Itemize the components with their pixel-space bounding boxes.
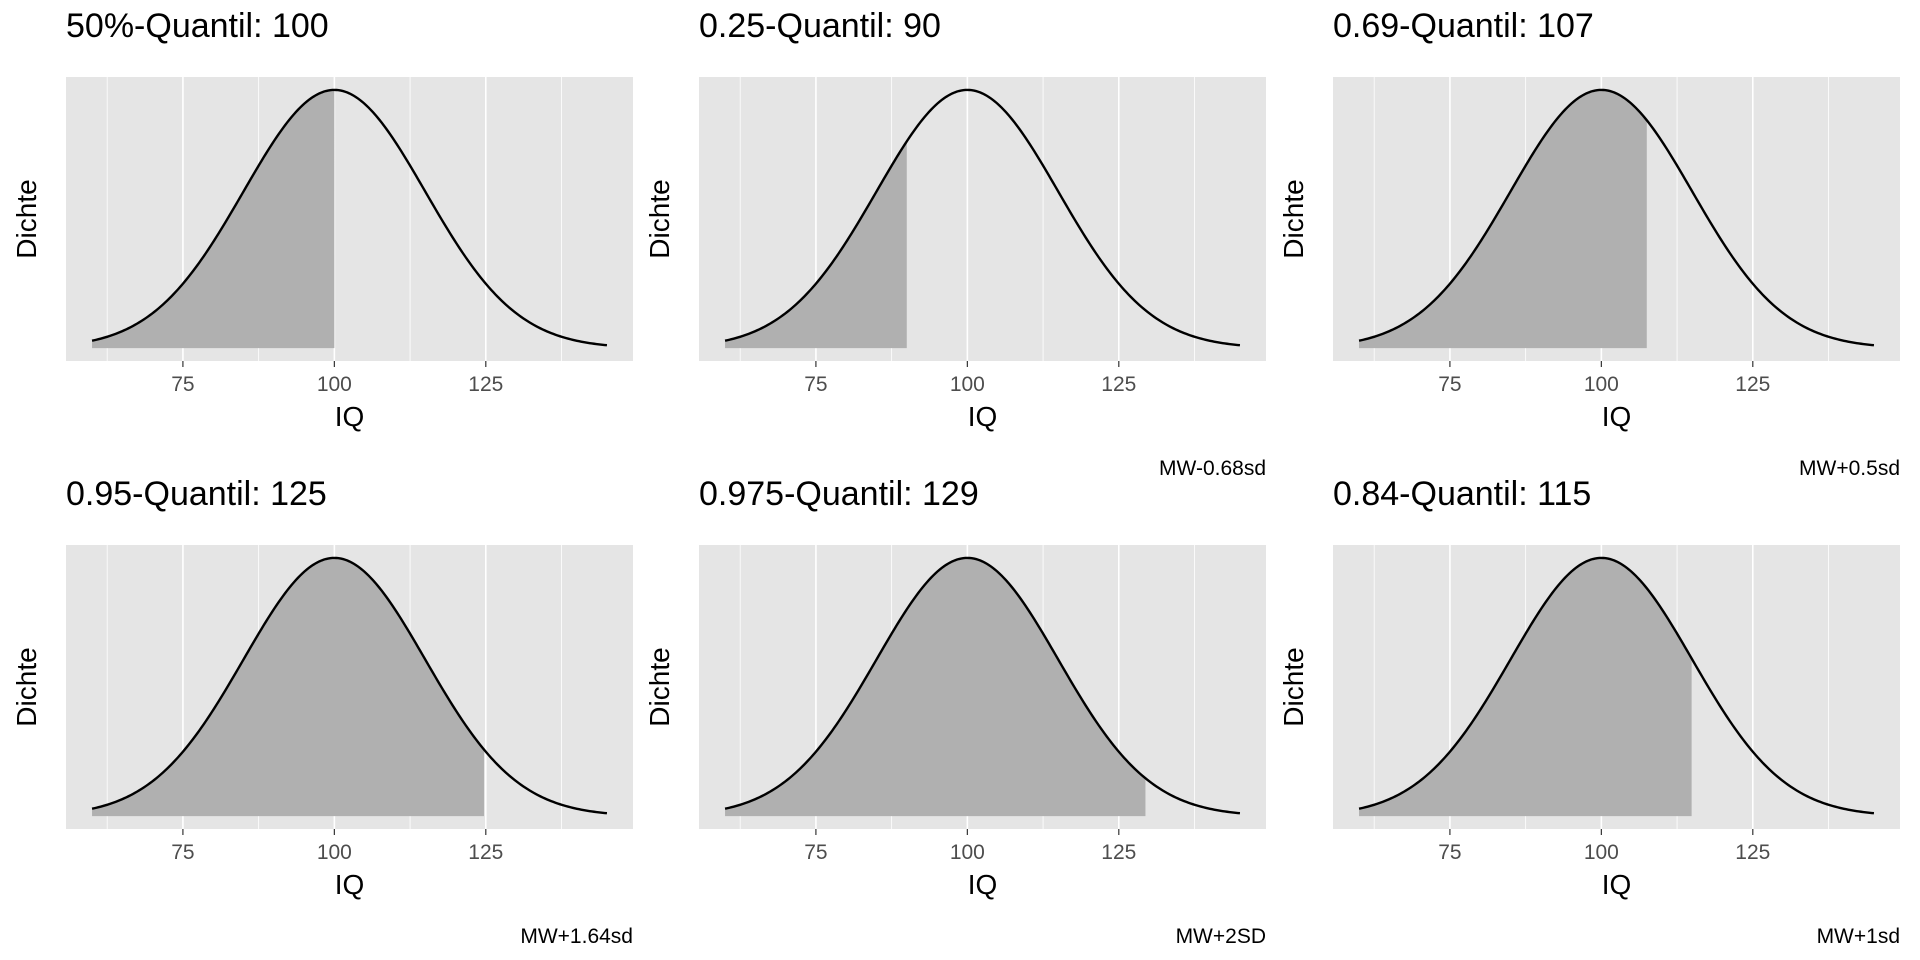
shaded-quantile-area xyxy=(1359,557,1692,817)
y-axis-label: Dichte xyxy=(1278,647,1309,726)
panel-caption: MW+0.5sd xyxy=(1799,457,1900,480)
panel-title: 50%-Quantil: 100 xyxy=(66,7,329,45)
panel-title: 0.84-Quantil: 115 xyxy=(1333,475,1591,513)
y-axis-label: Dichte xyxy=(644,179,675,258)
panel-title: 0.975-Quantil: 129 xyxy=(699,475,979,513)
panel-caption: MW+1sd xyxy=(1817,925,1900,948)
x-tick-label: 100 xyxy=(1584,373,1619,396)
x-tick-label: 75 xyxy=(1438,841,1461,864)
x-tick-label: 100 xyxy=(950,373,985,396)
x-axis-label: IQ xyxy=(1602,869,1632,900)
x-axis-label: IQ xyxy=(968,869,998,900)
x-tick-label: 100 xyxy=(950,841,985,864)
panel-title: 0.69-Quantil: 107 xyxy=(1333,7,1594,45)
shaded-quantile-area xyxy=(1359,89,1647,349)
y-axis-label: Dichte xyxy=(11,647,42,726)
x-axis-label: IQ xyxy=(335,401,365,432)
shaded-quantile-area xyxy=(92,89,335,349)
x-tick-label: 100 xyxy=(317,373,352,396)
x-tick-label: 100 xyxy=(1584,841,1619,864)
panel-caption: MW+1.64sd xyxy=(520,925,633,948)
x-tick-label: 125 xyxy=(468,841,503,864)
shaded-quantile-area xyxy=(725,557,1146,817)
x-tick-label: 125 xyxy=(1101,841,1136,864)
density-curve xyxy=(1358,556,1875,815)
panel-title: 0.25-Quantil: 90 xyxy=(699,7,941,45)
shaded-quantile-area xyxy=(725,141,907,349)
x-tick-label: 125 xyxy=(468,373,503,396)
x-axis-label: IQ xyxy=(1602,401,1632,432)
chart-panel-3: 75 100 125 0.69-Quantil: 107 IQ Dichte MW+0.5s… xyxy=(1278,7,1900,480)
x-tick-label: 100 xyxy=(317,841,352,864)
x-tick-label: 125 xyxy=(1735,841,1770,864)
chart-panel-6: 75 100 125 0.84-Quantil: 115 IQ Dichte MW+1sd xyxy=(1278,475,1900,948)
chart-panel-4: 75 100 125 0.95-Quantil: 125 IQ Dichte MW+1.64… xyxy=(11,475,633,948)
panel-caption: MW-0.68sd xyxy=(1159,457,1266,480)
density-curve xyxy=(724,88,1241,347)
x-tick-label: 75 xyxy=(804,841,827,864)
x-tick-label: 125 xyxy=(1735,373,1770,396)
density-curve xyxy=(91,88,608,347)
panel-title: 0.95-Quantil: 125 xyxy=(66,475,327,513)
density-curve xyxy=(91,556,608,815)
chart-panel-1: 75 100 125 50%-Quantil: 100 IQ Dichte xyxy=(11,7,633,432)
density-curve xyxy=(724,556,1241,815)
x-tick-label: 75 xyxy=(171,841,194,864)
y-axis-label: Dichte xyxy=(644,647,675,726)
density-curve xyxy=(1358,88,1875,347)
x-axis-label: IQ xyxy=(968,401,998,432)
x-tick-label: 75 xyxy=(171,373,194,396)
x-tick-label: 125 xyxy=(1101,373,1136,396)
y-axis-label: Dichte xyxy=(1278,179,1309,258)
panel-caption: MW+2SD xyxy=(1176,925,1266,948)
x-axis-label: IQ xyxy=(335,869,365,900)
chart-panel-5: 75 100 125 0.975-Quantil: 129 IQ Dichte MW+2SD xyxy=(644,475,1266,948)
chart-panel-2: 75 100 125 0.25-Quantil: 90 IQ Dichte MW-0.68s… xyxy=(644,7,1266,480)
shaded-quantile-area xyxy=(92,557,484,817)
x-tick-label: 75 xyxy=(804,373,827,396)
x-tick-label: 75 xyxy=(1438,373,1461,396)
y-axis-label: Dichte xyxy=(11,179,42,258)
